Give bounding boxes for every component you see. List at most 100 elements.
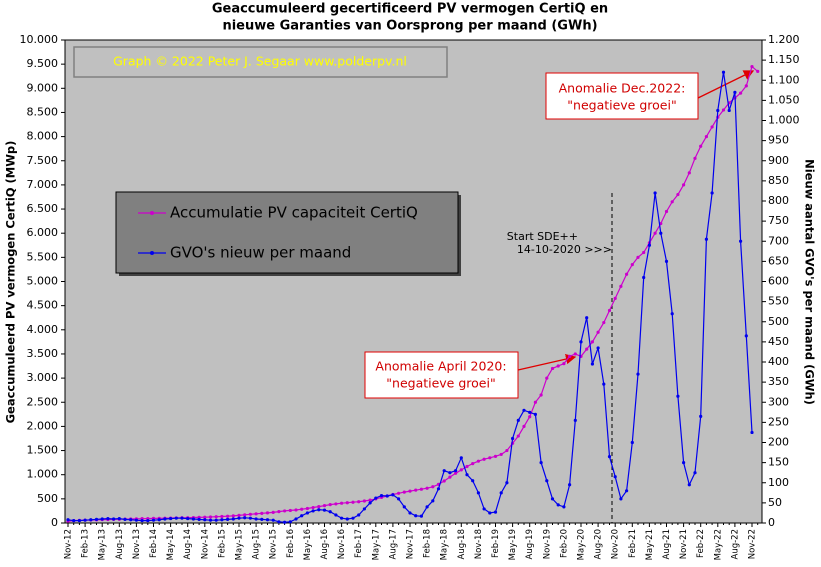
data-point [442,469,446,473]
data-point [89,518,93,522]
data-point [448,475,452,479]
x-tick-label: Feb-16 [286,529,296,558]
data-point [322,504,327,508]
data-point [568,354,572,358]
data-point [231,514,235,518]
y-tick-label: 6.500 [27,202,59,215]
data-point [573,352,577,356]
y-tick-label: 3.500 [27,347,59,360]
y-tick-label: 6.000 [27,226,59,239]
data-point [602,382,606,386]
data-point [277,520,281,524]
y2-tick-label: 650 [768,254,789,267]
x-tick-label: Feb-22 [696,529,706,558]
y-tick-label: 500 [37,492,58,505]
data-point [419,487,423,491]
data-point [710,191,714,195]
data-point [123,517,127,521]
data-point [237,516,241,520]
y-tick-label: 7.500 [27,154,59,167]
data-point [277,510,281,514]
data-point [647,243,652,247]
data-point [397,491,401,495]
y2-tick-label: 950 [768,134,789,147]
y-tick-label: 2.000 [27,419,59,432]
y-tick-label: 4.500 [27,299,59,312]
data-point [659,231,663,235]
y2-tick-label: 200 [768,436,789,449]
annotation: "negatieve groei" [567,98,676,113]
x-tick-label: May-13 [98,529,108,560]
data-point [317,508,321,512]
data-point [305,506,309,511]
x-tick-label: Nov-20 [611,529,621,559]
data-point [414,488,418,492]
data-point [625,272,629,276]
data-point [596,346,600,350]
data-point [385,494,389,498]
x-tick-label: Aug-13 [115,529,125,559]
data-point [744,334,748,338]
annotation: "negatieve groei" [386,376,495,391]
data-point [197,517,201,521]
data-point [516,434,520,438]
data-point [533,400,538,404]
y2-tick-label: 850 [768,174,789,187]
data-point [243,516,247,520]
x-tick-label: Feb-14 [149,529,159,558]
y2-tick-label: 800 [768,194,789,207]
data-point [345,517,349,521]
y-tick-label: 7.000 [27,178,59,191]
data-point [510,436,515,441]
x-tick-label: Feb-18 [423,529,433,558]
data-point [642,275,646,280]
data-point [169,516,173,521]
data-point [328,503,332,507]
data-point [408,489,412,493]
data-point [562,505,566,509]
watermark: Graph © 2022 Peter J. Segaar www.polderp… [113,54,407,69]
annotation: 14-10-2020 >>> [517,243,612,256]
x-tick-label: Aug-21 [662,529,672,559]
data-point [642,250,646,255]
legend-label: GVO's nieuw per maand [170,244,351,262]
data-point [374,496,378,500]
data-point [465,464,469,469]
data-point [727,108,731,113]
data-point [716,108,720,113]
data-point [431,485,435,489]
data-point [539,461,543,465]
data-point [607,308,612,313]
data-point [442,479,446,483]
data-point [454,471,458,475]
data-point [174,516,178,520]
data-point [311,509,315,513]
data-point [476,459,480,463]
y2-tick-label: 400 [768,355,789,368]
data-point [208,518,213,522]
data-point [579,340,583,344]
data-point [568,483,572,487]
data-point [493,454,498,458]
data-point [340,516,344,520]
data-point [550,366,555,371]
y2-tick-label: 750 [768,214,789,227]
data-point [528,415,532,419]
data-point [471,461,475,466]
data-point [100,517,104,521]
data-point [351,500,355,504]
data-point [208,515,213,519]
x-tick-label: Aug-14 [183,529,193,559]
data-point [157,518,161,522]
y2-tick-label: 700 [768,234,789,247]
data-point [476,491,480,495]
data-point [226,514,230,518]
data-point [607,454,612,459]
data-point [243,513,247,517]
x-tick-label: Feb-17 [354,529,364,558]
y2-axis-label: Nieuw aantal GVO's per maand (GWh) [803,159,817,405]
x-tick-label: Nov-18 [474,529,484,559]
data-point [220,514,224,519]
data-point [676,394,680,398]
x-tick-label: May-20 [577,529,587,560]
